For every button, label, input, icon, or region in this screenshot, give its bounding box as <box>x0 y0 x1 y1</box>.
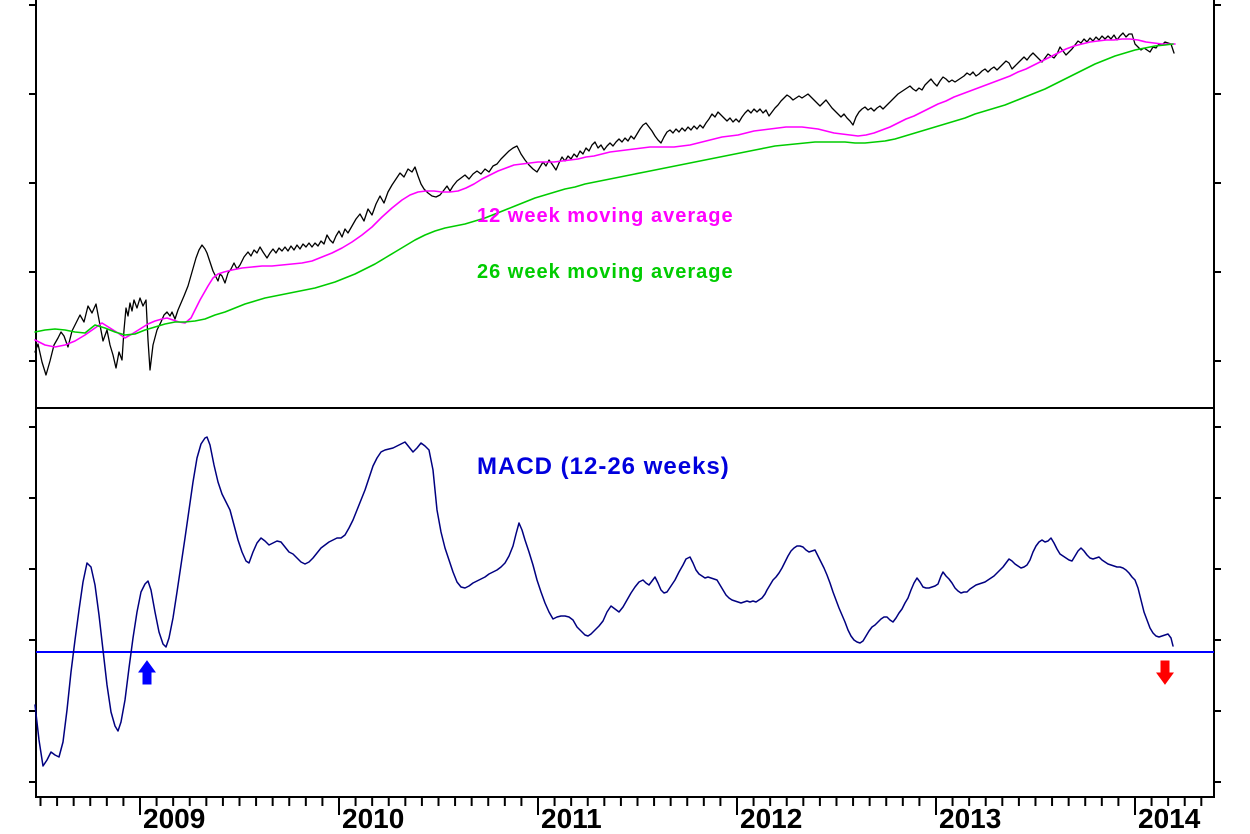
x-axis-year-label-2012: 2012 <box>740 803 803 834</box>
sell-signal-down-arrow-icon <box>1156 660 1174 685</box>
buy-signal-up-arrow-icon <box>138 660 156 685</box>
x-axis-year-label-2011: 2011 <box>541 803 602 834</box>
x-axis-year-label-2010: 2010 <box>342 803 405 834</box>
ma12-legend-label: 12 week moving average <box>477 205 734 227</box>
ma26-legend-label: 26 week moving average <box>477 261 734 283</box>
x-axis-year-label-2009: 2009 <box>143 803 206 834</box>
MACD-line <box>34 436 1174 767</box>
weekly-price-line <box>34 32 1175 376</box>
12-week-moving-average-line <box>34 38 1176 348</box>
26-week-moving-average-line <box>34 43 1174 336</box>
x-axis-year-label-2014: 2014 <box>1138 803 1201 834</box>
macd-panel-title: MACD (12-26 weeks) <box>477 453 730 480</box>
x-axis-year-label-2013: 2013 <box>939 803 1002 834</box>
